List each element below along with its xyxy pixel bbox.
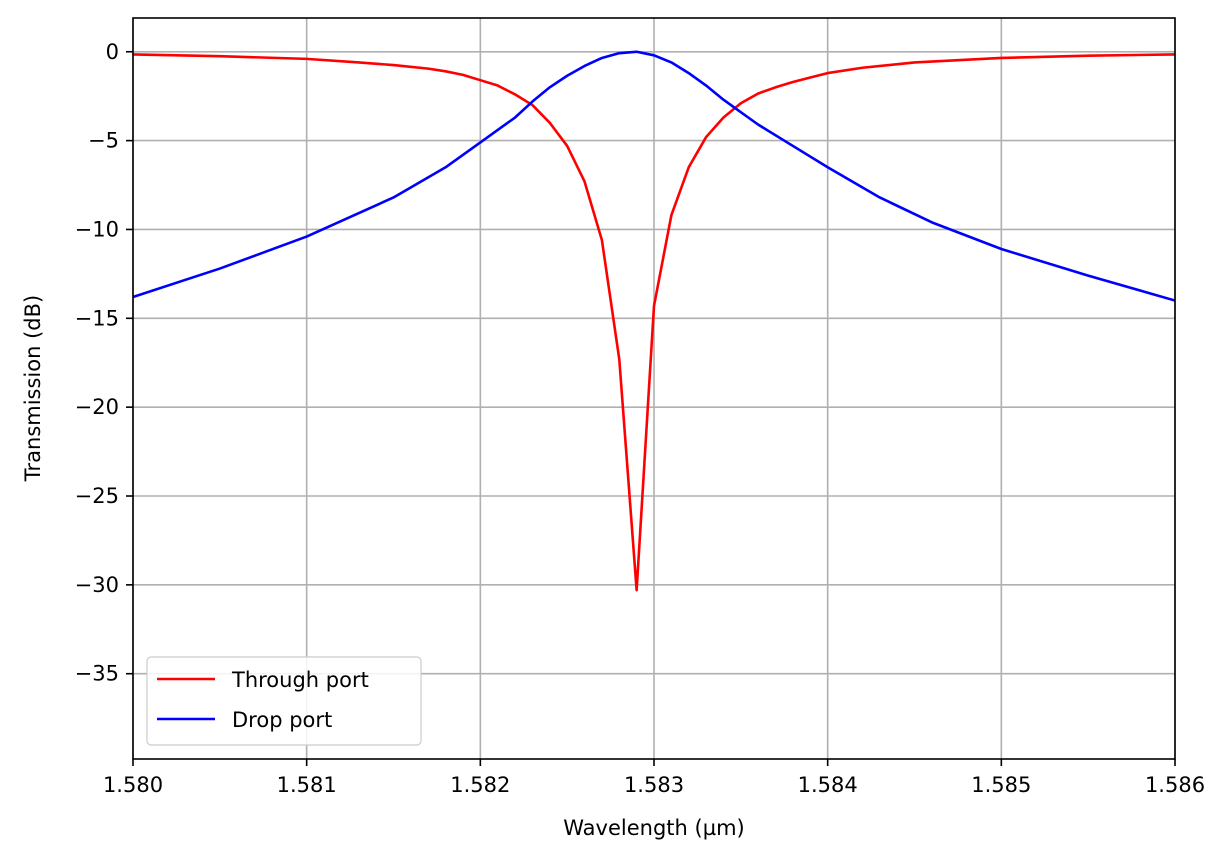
x-tick-label: 1.580 — [103, 773, 163, 797]
x-tick-label: 1.583 — [624, 773, 684, 797]
y-tick-label: −35 — [75, 662, 119, 686]
y-tick-label: −5 — [88, 129, 119, 153]
legend-box — [146, 656, 422, 746]
y-axis-label: Transmission (dB) — [21, 295, 45, 482]
series-line-through-port — [133, 53, 1175, 592]
plot-lines — [133, 50, 1175, 592]
x-tick-label: 1.584 — [798, 773, 858, 797]
y-tick-label: 0 — [106, 40, 119, 64]
x-tick-label: 1.586 — [1145, 773, 1205, 797]
series-line-drop-port — [133, 50, 1175, 302]
y-tick-label: −25 — [75, 484, 119, 508]
y-tick-label: −10 — [75, 217, 119, 241]
x-tick-label: 1.585 — [971, 773, 1031, 797]
y-tick-label: −30 — [75, 573, 119, 597]
legend-label-through-port: Through port — [231, 668, 369, 692]
y-tick-label: −15 — [75, 306, 119, 330]
x-tick-label: 1.581 — [277, 773, 337, 797]
y-tick-label: −20 — [75, 395, 119, 419]
legend-label-drop-port: Drop port — [232, 708, 332, 732]
legend: Through port Drop port — [146, 656, 422, 746]
x-tick-label: 1.582 — [450, 773, 510, 797]
x-axis: 1.580 1.581 1.582 1.583 1.584 1.585 1.586 — [103, 759, 1205, 797]
x-axis-label: Wavelength (µm) — [563, 816, 744, 840]
y-axis: 0 −5 −10 −15 −20 −25 −30 −35 — [75, 40, 133, 686]
